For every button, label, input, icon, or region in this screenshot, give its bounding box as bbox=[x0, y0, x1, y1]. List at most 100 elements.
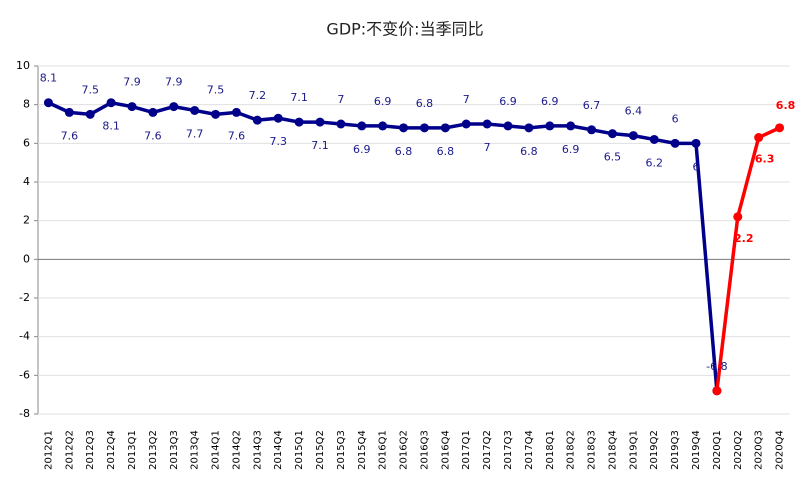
data-point bbox=[315, 117, 325, 127]
chart-title: GDP:不变价:当季同比 bbox=[326, 20, 483, 39]
data-point bbox=[524, 123, 534, 133]
x-tick-label: 2018Q4 bbox=[607, 430, 618, 470]
data-point bbox=[461, 119, 471, 129]
data-point bbox=[691, 138, 701, 148]
data-label: 6 bbox=[693, 160, 700, 173]
x-tick-label: 2013Q4 bbox=[190, 430, 201, 470]
data-label: 7 bbox=[484, 141, 491, 154]
x-tick-label: 2015Q4 bbox=[357, 430, 368, 470]
data-point bbox=[64, 107, 74, 117]
data-label: 6.9 bbox=[562, 143, 580, 156]
data-point bbox=[336, 119, 346, 129]
y-tick-label: -8 bbox=[19, 407, 30, 420]
data-label: 6.5 bbox=[604, 151, 622, 164]
data-point bbox=[148, 107, 158, 117]
y-tick-label: -6 bbox=[19, 368, 30, 381]
data-label: 7 bbox=[337, 93, 344, 106]
data-point bbox=[106, 98, 116, 108]
data-point bbox=[628, 131, 638, 141]
data-point bbox=[231, 107, 241, 117]
data-point bbox=[378, 121, 388, 131]
x-tick-label: 2014Q4 bbox=[273, 430, 284, 470]
data-label: 6.3 bbox=[755, 153, 775, 166]
x-tick-label: 2015Q2 bbox=[315, 430, 326, 470]
x-tick-label: 2019Q3 bbox=[670, 430, 681, 470]
data-label: 6.8 bbox=[395, 145, 413, 158]
data-label: 7.5 bbox=[207, 83, 225, 96]
x-tick-label: 2016Q2 bbox=[399, 430, 410, 470]
data-point bbox=[503, 121, 513, 131]
data-point bbox=[712, 386, 722, 396]
x-tick-label: 2017Q3 bbox=[503, 430, 514, 470]
x-tick-label: 2015Q1 bbox=[294, 430, 305, 470]
data-label: 6.8 bbox=[776, 99, 796, 112]
data-label: 7.2 bbox=[249, 89, 267, 102]
data-point bbox=[545, 121, 555, 131]
x-tick-label: 2019Q2 bbox=[649, 430, 660, 470]
x-tick-label: 2019Q1 bbox=[628, 430, 639, 470]
y-tick-label: 6 bbox=[23, 136, 30, 149]
data-point bbox=[419, 123, 429, 133]
x-tick-label: 2013Q1 bbox=[127, 430, 138, 470]
data-label: 6.8 bbox=[520, 145, 538, 158]
data-point bbox=[169, 102, 179, 112]
x-tick-label: 2016Q4 bbox=[440, 430, 451, 470]
x-tick-label: 2015Q3 bbox=[336, 430, 347, 470]
data-label: 6.9 bbox=[374, 95, 392, 108]
data-label: 6 bbox=[672, 112, 679, 125]
x-tick-label: 2012Q2 bbox=[64, 430, 75, 470]
x-tick-label: 2019Q4 bbox=[691, 430, 702, 470]
data-label: 7.6 bbox=[228, 129, 246, 142]
data-label: 7.7 bbox=[186, 127, 204, 140]
x-tick-label: 2018Q1 bbox=[545, 430, 556, 470]
data-point bbox=[85, 109, 95, 119]
y-tick-label: 2 bbox=[23, 214, 30, 227]
data-label: 6.9 bbox=[499, 95, 517, 108]
x-tick-label: 2012Q1 bbox=[43, 430, 54, 470]
x-tick-label: 2018Q3 bbox=[587, 430, 598, 470]
x-tick-label: 2016Q3 bbox=[419, 430, 430, 470]
data-point bbox=[190, 105, 200, 115]
data-point bbox=[649, 134, 659, 144]
x-tick-label: 2014Q2 bbox=[231, 430, 242, 470]
data-point bbox=[670, 138, 680, 148]
x-tick-label: 2012Q3 bbox=[85, 430, 96, 470]
x-tick-label: 2014Q3 bbox=[252, 430, 263, 470]
data-label: 6.2 bbox=[645, 156, 663, 169]
data-point bbox=[252, 115, 262, 125]
x-tick-label: 2020Q1 bbox=[712, 430, 723, 470]
data-label: 7.5 bbox=[81, 83, 99, 96]
data-label: 2.2 bbox=[734, 232, 754, 245]
x-tick-label: 2016Q1 bbox=[378, 430, 389, 470]
data-point bbox=[43, 98, 53, 108]
x-tick-label: 2017Q4 bbox=[524, 430, 535, 470]
data-label: 6.4 bbox=[625, 105, 643, 118]
data-label: 7.6 bbox=[61, 129, 79, 142]
x-tick-label: 2020Q3 bbox=[754, 430, 765, 470]
y-tick-label: -4 bbox=[19, 330, 30, 343]
data-point bbox=[482, 119, 492, 129]
data-point bbox=[775, 123, 785, 133]
x-tick-label: 2020Q2 bbox=[733, 430, 744, 470]
data-label: 7 bbox=[463, 93, 470, 106]
data-label: 7.9 bbox=[123, 76, 141, 89]
x-tick-label: 2020Q4 bbox=[775, 430, 786, 470]
data-point bbox=[211, 109, 221, 119]
y-tick-label: -2 bbox=[19, 291, 30, 304]
data-label: 7.6 bbox=[144, 129, 162, 142]
x-tick-label: 2017Q1 bbox=[461, 430, 472, 470]
y-tick-label: 4 bbox=[23, 175, 30, 188]
y-tick-label: 0 bbox=[23, 252, 30, 265]
x-tick-label: 2017Q2 bbox=[482, 430, 493, 470]
x-tick-label: 2013Q3 bbox=[169, 430, 180, 470]
data-point bbox=[754, 133, 764, 143]
data-label: 7.1 bbox=[311, 139, 329, 152]
data-label: 7.9 bbox=[165, 76, 183, 89]
data-point bbox=[587, 125, 597, 135]
data-label: 8.1 bbox=[40, 72, 58, 85]
data-point bbox=[294, 117, 304, 127]
data-point bbox=[440, 123, 450, 133]
data-label: -6.8 bbox=[706, 360, 727, 373]
data-label: 7.1 bbox=[290, 91, 308, 104]
